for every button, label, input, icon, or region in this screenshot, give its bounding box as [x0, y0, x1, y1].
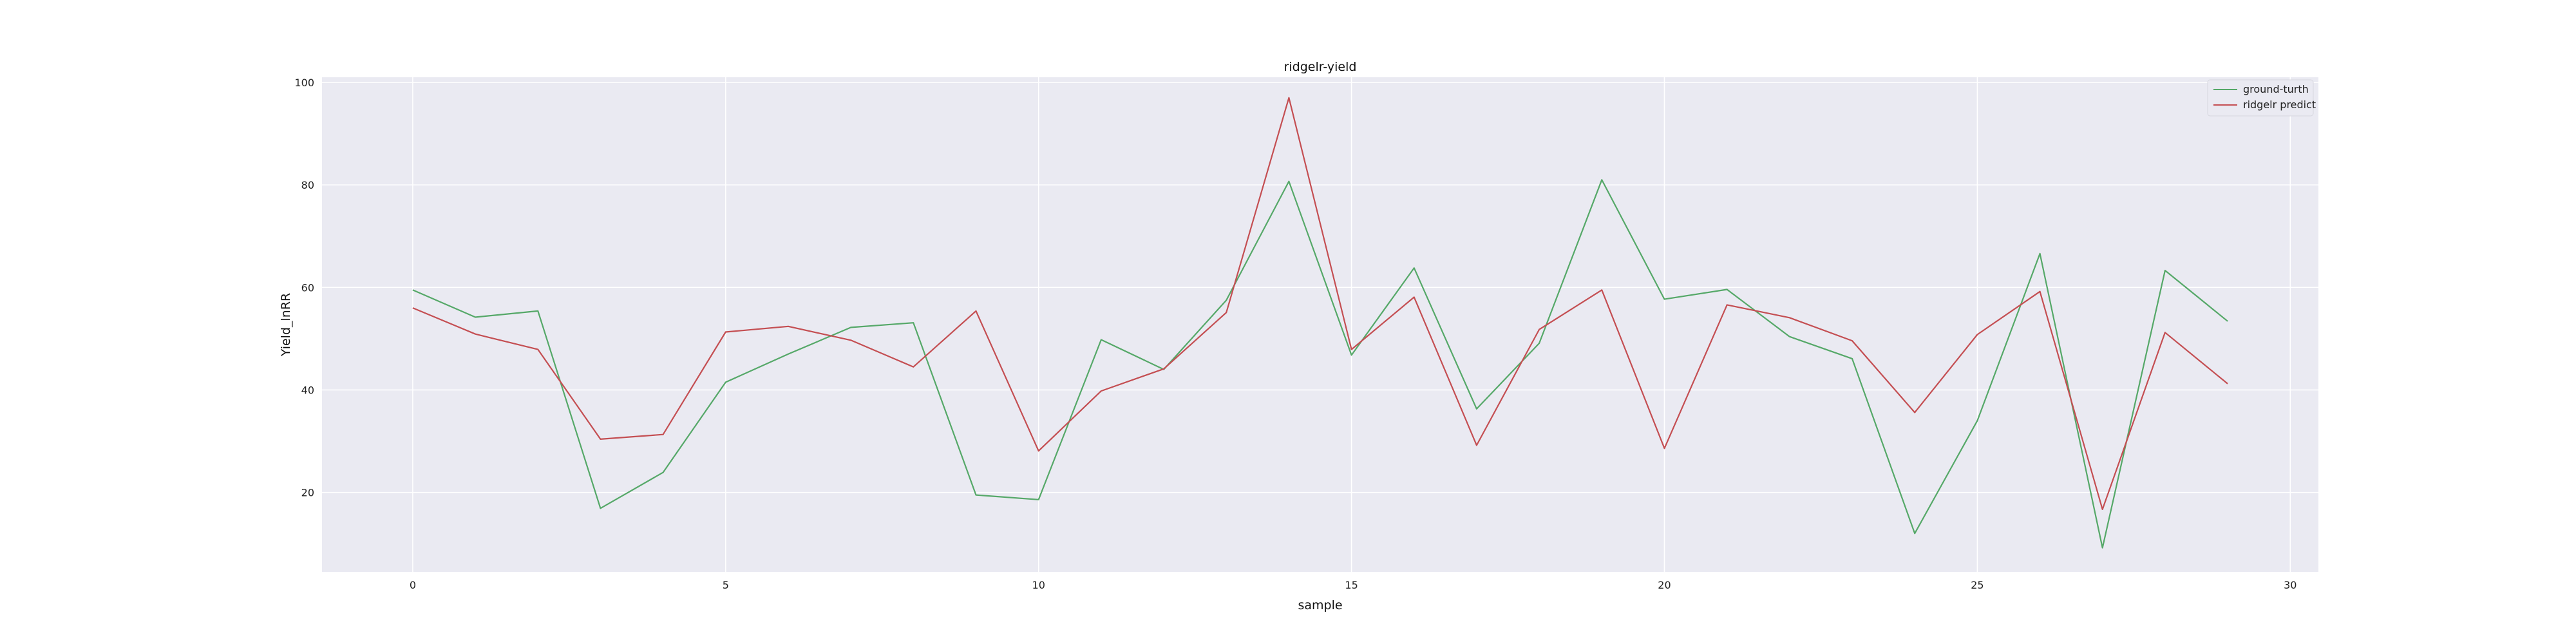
x-tick-label: 15	[1345, 579, 1358, 591]
series-line-ground-turth	[412, 179, 2228, 549]
x-tick-label: 20	[1658, 579, 1671, 591]
x-axis-label: sample	[1298, 598, 1342, 612]
plot-area	[322, 77, 2318, 572]
series-lines	[412, 97, 2228, 549]
x-tick-label: 25	[1971, 579, 1984, 591]
y-axis-label: Yield_lnRR	[279, 293, 293, 357]
legend: ground-turth ridgelr predict	[2207, 79, 2316, 117]
tick-labels: 0 5 10 15 20 25 30 20 40 60 80 100	[294, 77, 2297, 591]
y-tick-label: 60	[301, 281, 314, 294]
series-line-ridgelr-predict	[412, 97, 2228, 511]
y-tick-label: 100	[294, 77, 314, 89]
x-tick-label: 5	[723, 579, 729, 591]
y-tick-label: 40	[301, 384, 314, 396]
chart-title: ridgelr-yield	[1284, 60, 1357, 74]
x-tick-label: 0	[410, 579, 416, 591]
legend-label-ground-turth: ground-turth	[2243, 83, 2309, 95]
legend-label-ridgelr-predict: ridgelr predict	[2243, 99, 2316, 111]
x-tick-label: 30	[2284, 579, 2297, 591]
x-tick-label: 10	[1032, 579, 1045, 591]
grid	[322, 77, 2318, 572]
y-tick-label: 80	[301, 179, 314, 191]
y-tick-label: 20	[301, 487, 314, 499]
